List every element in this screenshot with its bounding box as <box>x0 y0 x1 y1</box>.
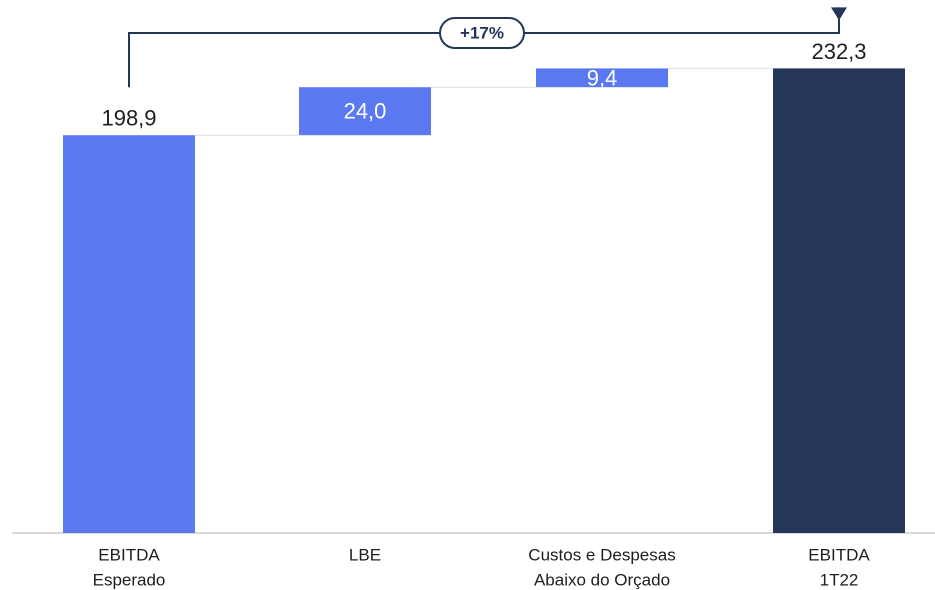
category-label-3-line-1: 1T22 <box>820 571 859 590</box>
bar-0 <box>63 135 195 533</box>
growth-annotation: +17% <box>128 7 847 88</box>
category-label-2-line-0: Custos e Despesas <box>528 546 675 565</box>
category-label-0-line-0: EBITDA <box>98 546 160 565</box>
bar-2 <box>536 68 668 88</box>
bar-1 <box>299 87 431 136</box>
category-label-3-line-0: EBITDA <box>808 546 870 565</box>
value-labels-group: 198,9 24,0 9,4 232,3 <box>101 39 866 131</box>
category-label-2-line-1: Abaixo do Orçado <box>534 571 670 590</box>
bars-group <box>63 68 905 534</box>
category-labels-group: EBITDA Esperado LBE Custos e Despesas Abaixo… <box>93 546 871 590</box>
value-label-2: 9,4 <box>587 65 618 90</box>
arrow-down-icon <box>831 7 847 21</box>
value-label-3: 232,3 <box>811 39 866 64</box>
connector-lines <box>195 67 773 136</box>
bar-3 <box>773 68 905 534</box>
category-label-1-line-0: LBE <box>349 546 381 565</box>
growth-badge <box>439 17 525 49</box>
value-label-1: 24,0 <box>344 99 387 124</box>
category-label-0-line-1: Esperado <box>93 571 166 590</box>
value-label-0: 198,9 <box>101 106 156 131</box>
growth-badge-label: +17% <box>460 24 504 43</box>
